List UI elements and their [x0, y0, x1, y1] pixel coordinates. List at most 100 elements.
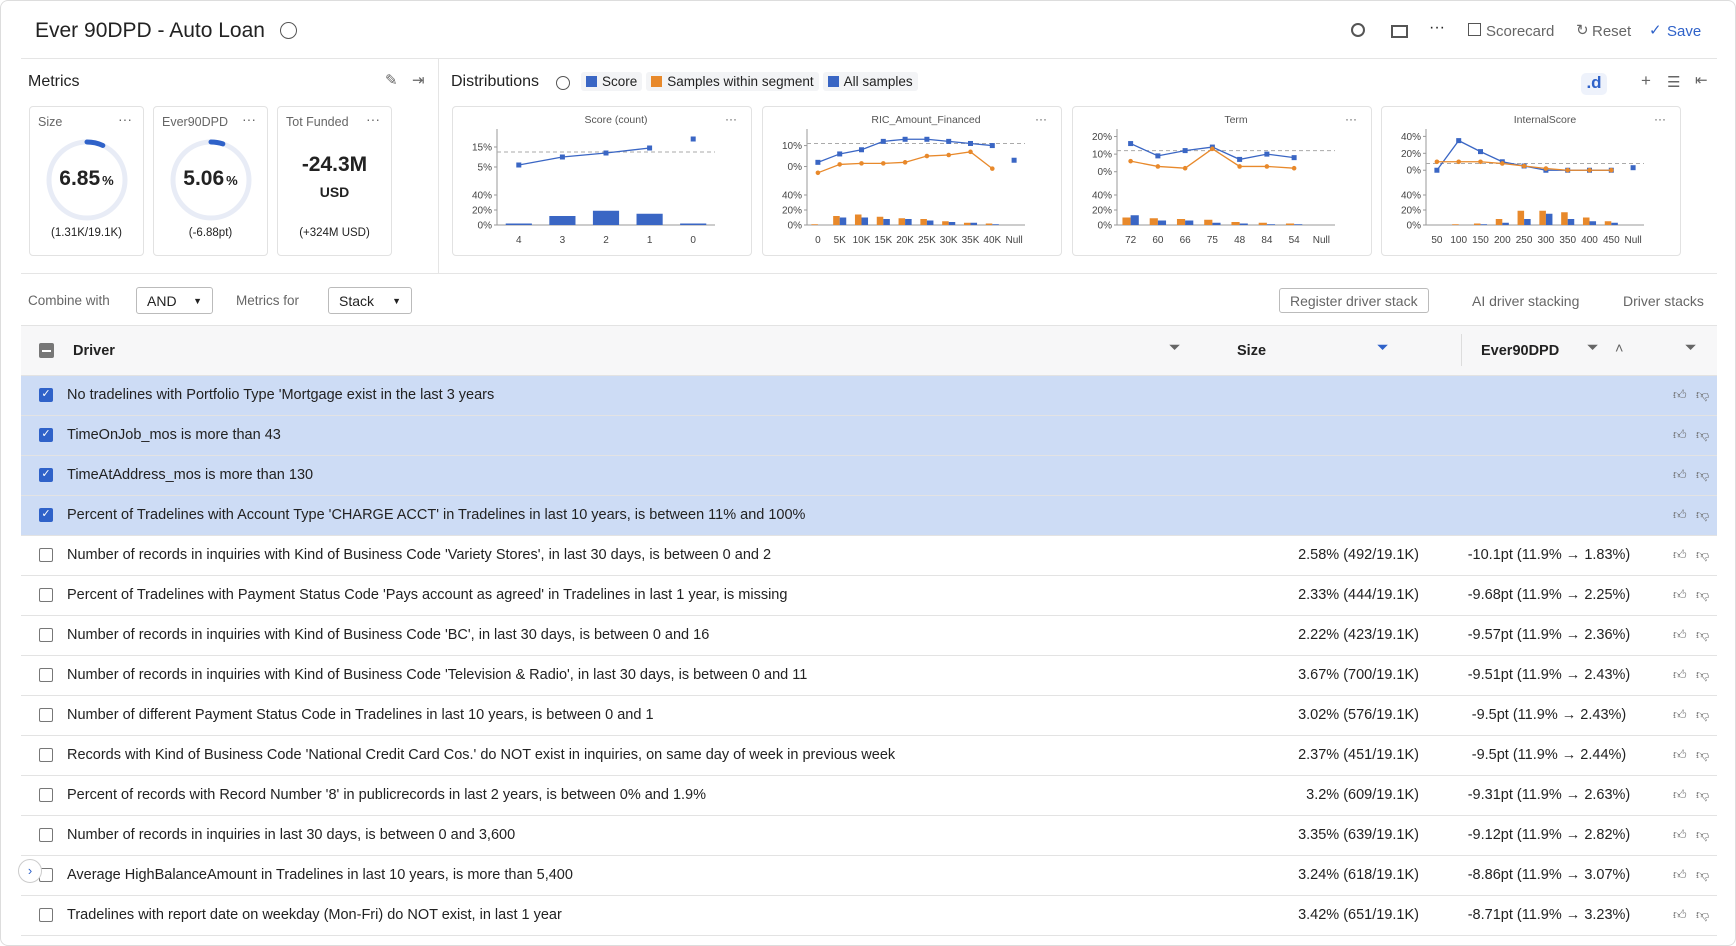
checkbox[interactable]	[39, 628, 53, 642]
bar	[1122, 217, 1131, 225]
layout-icon[interactable]	[1391, 25, 1408, 38]
thumbs-up[interactable]: 👍︎	[1673, 707, 1687, 722]
bar	[948, 222, 956, 225]
thumbs-up[interactable]: 👍︎	[1673, 907, 1687, 922]
table-row[interactable]: ✓ TimeOnJob_mos is more than 43 👍︎ 👎︎	[21, 416, 1717, 456]
settings-icon[interactable]	[1351, 23, 1365, 37]
thumbs-up[interactable]: 👍︎	[1673, 507, 1687, 522]
legend: Score Samples within segment All samples	[581, 72, 918, 91]
metric-sub: (1.31K/19.1K)	[51, 227, 122, 239]
column-header[interactable]: Driver	[73, 343, 115, 359]
table-row[interactable]: Number of records in inquiries in last 3…	[21, 816, 1717, 856]
more-icon[interactable]: ···	[1429, 19, 1445, 36]
scorecard-button[interactable]: Scorecard	[1486, 23, 1555, 40]
table-row[interactable]: Percent of records with Record Number '8…	[21, 776, 1717, 816]
collapse-icon[interactable]: ⇤	[1695, 72, 1708, 89]
thumbs-up[interactable]: 👍︎	[1673, 467, 1687, 482]
ever90dpd-cell: -9.5pt (11.9% → 2.44%)	[1471, 747, 1627, 763]
filter-icon[interactable]: ⏷	[1587, 340, 1599, 356]
thumbs-down[interactable]: 👎︎	[1696, 467, 1710, 482]
thumbs-down[interactable]: 👎︎	[1696, 547, 1710, 562]
thumbs-down[interactable]: 👎︎	[1696, 787, 1710, 802]
thumbs-up[interactable]: 👍︎	[1673, 427, 1687, 442]
checkbox[interactable]	[39, 788, 53, 802]
table-row[interactable]: Number of records in inquiries with Kind…	[21, 656, 1717, 696]
info-icon[interactable]	[280, 22, 297, 39]
bar	[1567, 219, 1575, 225]
legend-item[interactable]: All samples	[822, 72, 918, 91]
metrics-for-select[interactable]: Stack ▼	[328, 287, 412, 314]
metric-number: 5.06	[183, 167, 225, 190]
checkbox[interactable]	[39, 708, 53, 722]
thumbs-down[interactable]: 👎︎	[1696, 587, 1710, 602]
ring-arc	[170, 139, 252, 221]
collapse-icon[interactable]: ⇥	[412, 72, 425, 89]
sort-icon[interactable]: ˄	[1615, 341, 1624, 357]
table-row[interactable]: ✓ No tradelines with Portfolio Type 'Mort…	[21, 376, 1717, 416]
y-tick-label: 40%	[1401, 132, 1421, 143]
table-row[interactable]: Average HighBalanceAmount in Tradelines …	[21, 856, 1717, 896]
thumbs-up[interactable]: 👍︎	[1673, 747, 1687, 762]
legend-item[interactable]: Samples within segment	[646, 72, 819, 91]
filter-icon[interactable]: ⏷	[1685, 340, 1697, 356]
table-row[interactable]: ✓ Percent of Tradelines with Account Type…	[21, 496, 1717, 536]
table-row[interactable]: Records with Kind of Business Code 'Nati…	[21, 736, 1717, 776]
list-icon[interactable]: ☰	[1667, 74, 1681, 91]
checkbox[interactable]	[39, 548, 53, 562]
thumbs-up[interactable]: 👍︎	[1673, 587, 1687, 602]
checkbox[interactable]: ✓	[39, 428, 53, 442]
legend-item[interactable]: Score	[581, 72, 643, 91]
thumbs-down[interactable]: 👎︎	[1696, 907, 1710, 922]
thumbs-up[interactable]: 👍︎	[1673, 787, 1687, 802]
filter-icon[interactable]: ⏷	[1169, 340, 1181, 356]
table-row[interactable]: ✓ TimeAtAddress_mos is more than 130 👍︎ 👎︎	[21, 456, 1717, 496]
reset-button[interactable]: Reset	[1592, 23, 1632, 40]
y-tick-label: 10%	[1092, 150, 1112, 161]
select-all[interactable]	[39, 343, 54, 358]
expand-button[interactable]: ›	[18, 859, 42, 883]
save-button[interactable]: Save	[1667, 23, 1702, 40]
checkbox[interactable]	[39, 828, 53, 842]
thumbs-down[interactable]: 👎︎	[1696, 387, 1710, 402]
table-row[interactable]: Number of records in inquiries with Kind…	[21, 536, 1717, 576]
thumbs-up[interactable]: 👍︎	[1673, 627, 1687, 642]
thumbs-up[interactable]: 👍︎	[1673, 387, 1687, 402]
thumbs-down[interactable]: 👎︎	[1696, 667, 1710, 682]
add-icon[interactable]: +	[1641, 71, 1651, 90]
thumbs-up[interactable]: 👍︎	[1673, 827, 1687, 842]
checkbox[interactable]	[39, 588, 53, 602]
bar	[905, 219, 912, 225]
edit-icon[interactable]: ✎	[385, 72, 398, 89]
checkbox[interactable]	[39, 908, 53, 922]
table-row[interactable]: Number of records in inquiries with Kind…	[21, 616, 1717, 656]
thumbs-up[interactable]: 👍︎	[1673, 867, 1687, 882]
register-button[interactable]: Register driver stack	[1279, 288, 1429, 313]
point	[837, 162, 842, 167]
thumbs-up[interactable]: 👍︎	[1673, 667, 1687, 682]
table-row[interactable]: Percent of Tradelines with Payment Statu…	[21, 576, 1717, 616]
info-icon[interactable]	[556, 76, 570, 90]
table-row[interactable]: Tradelines with report date on weekday (…	[21, 896, 1717, 936]
ai-stacking-button[interactable]: AI driver stacking	[1472, 293, 1580, 309]
thumbs-down[interactable]: 👎︎	[1696, 867, 1710, 882]
thumbs-up[interactable]: 👍︎	[1673, 547, 1687, 562]
thumbs-down[interactable]: 👎︎	[1696, 707, 1710, 722]
column-header[interactable]: Ever90DPD	[1481, 343, 1560, 359]
table-row[interactable]: Number of different Payment Status Code …	[21, 696, 1717, 736]
filter-icon[interactable]: ⏷	[1377, 340, 1389, 356]
thumbs-down[interactable]: 👎︎	[1696, 627, 1710, 642]
checkbox[interactable]: ✓	[39, 388, 53, 402]
checkbox[interactable]: ✓	[39, 468, 53, 482]
checkbox[interactable]	[39, 668, 53, 682]
driver-stacks-button[interactable]: Driver stacks	[1623, 293, 1704, 309]
combine-select[interactable]: AND ▼	[136, 287, 213, 314]
thumbs-down[interactable]: 👎︎	[1696, 507, 1710, 522]
column-header[interactable]: Size	[1237, 343, 1267, 359]
thumbs-down[interactable]: 👎︎	[1696, 427, 1710, 442]
checkbox[interactable]: ✓	[39, 508, 53, 522]
checkbox[interactable]	[39, 748, 53, 762]
thumbs-down[interactable]: 👎︎	[1696, 827, 1710, 842]
driver-text: Records with Kind of Business Code 'Nati…	[67, 747, 896, 763]
thumbs-down[interactable]: 👎︎	[1696, 747, 1710, 762]
d-toggle[interactable]: .d	[1581, 73, 1607, 95]
